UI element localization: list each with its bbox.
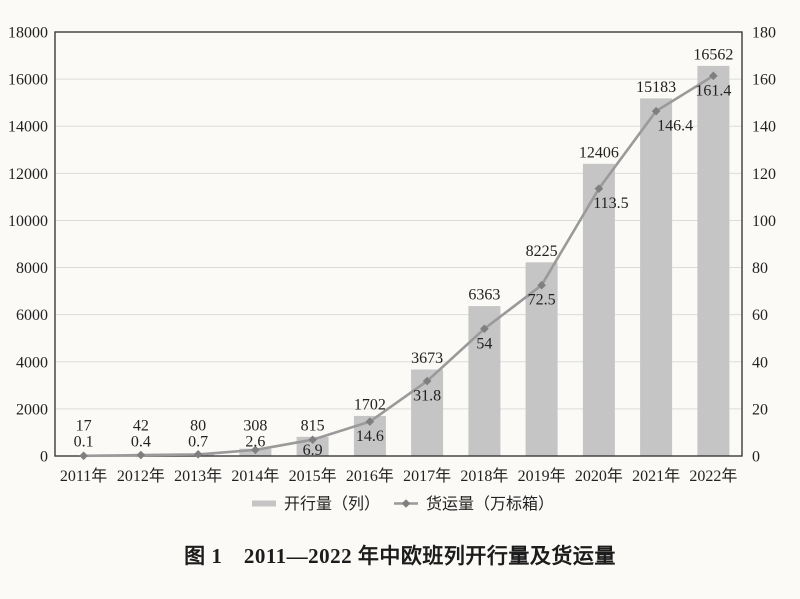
svg-text:42: 42 xyxy=(133,418,149,435)
svg-text:6363: 6363 xyxy=(468,287,500,304)
svg-text:2000: 2000 xyxy=(16,401,48,418)
legend: 开行量（列） 货运量（万标箱） xyxy=(252,495,554,513)
diamond-marker xyxy=(308,435,317,445)
svg-text:146.4: 146.4 xyxy=(657,118,693,135)
bar xyxy=(697,65,730,457)
svg-text:6000: 6000 xyxy=(16,307,48,324)
svg-text:0.4: 0.4 xyxy=(131,434,151,451)
svg-text:10000: 10000 xyxy=(8,213,48,230)
svg-text:100: 100 xyxy=(752,213,776,230)
diamond-marker xyxy=(193,450,203,459)
diamond-marker xyxy=(709,71,718,81)
legend-diamond-marker xyxy=(401,499,411,508)
svg-text:31.8: 31.8 xyxy=(413,388,441,405)
svg-text:72.5: 72.5 xyxy=(528,292,556,309)
line-series xyxy=(83,74,715,458)
legend-bar-label: 开行量（列） xyxy=(284,495,380,513)
bar xyxy=(582,163,615,457)
diamond-marker xyxy=(651,106,661,116)
svg-text:140: 140 xyxy=(752,119,776,136)
left-axis-ticks: 0 2000 4000 6000 8000 10000 12000 14000 16000 180… xyxy=(8,25,48,466)
svg-text:0.1: 0.1 xyxy=(74,434,94,451)
diamond-marker xyxy=(79,451,88,461)
svg-text:2012年: 2012年 xyxy=(117,467,165,485)
svg-text:2.6: 2.6 xyxy=(245,434,265,451)
diamond-marker xyxy=(251,445,260,455)
svg-text:8000: 8000 xyxy=(16,260,48,277)
svg-text:54: 54 xyxy=(476,335,492,352)
svg-text:815: 815 xyxy=(301,417,325,434)
svg-text:160: 160 xyxy=(752,72,776,89)
svg-text:2011年: 2011年 xyxy=(60,467,107,485)
svg-text:2013年: 2013年 xyxy=(174,467,222,485)
bar xyxy=(640,98,673,457)
svg-text:20: 20 xyxy=(752,401,768,418)
svg-text:0: 0 xyxy=(752,449,760,466)
svg-text:80: 80 xyxy=(752,260,768,277)
svg-text:2014年: 2014年 xyxy=(231,467,279,485)
svg-text:180: 180 xyxy=(752,25,776,42)
svg-text:60: 60 xyxy=(752,307,768,324)
svg-text:2016年: 2016年 xyxy=(346,467,394,485)
combo-chart: 17 42 80 308 815 1702 3673 6363 8225 12406 15183 16… xyxy=(8,25,776,514)
plot-border xyxy=(54,31,743,457)
svg-text:12406: 12406 xyxy=(579,144,619,161)
diamond-marker xyxy=(365,417,375,426)
svg-text:14.6: 14.6 xyxy=(356,428,384,445)
diamond-marker xyxy=(537,280,546,290)
svg-text:0.7: 0.7 xyxy=(188,434,208,451)
svg-text:2022年: 2022年 xyxy=(689,467,737,485)
diamond-marker xyxy=(422,376,432,386)
svg-text:2020年: 2020年 xyxy=(575,467,623,485)
svg-text:2018年: 2018年 xyxy=(460,467,508,485)
svg-text:161.4: 161.4 xyxy=(695,82,731,99)
svg-text:14000: 14000 xyxy=(8,119,48,136)
svg-text:8225: 8225 xyxy=(526,243,558,260)
svg-text:15183: 15183 xyxy=(636,79,676,96)
svg-text:12000: 12000 xyxy=(8,166,48,183)
svg-text:308: 308 xyxy=(243,418,267,435)
diamond-marker xyxy=(594,184,604,193)
svg-text:40: 40 xyxy=(752,354,768,371)
svg-text:16562: 16562 xyxy=(693,46,733,63)
diamond-marker xyxy=(480,324,489,334)
svg-text:1702: 1702 xyxy=(354,396,386,413)
svg-text:17: 17 xyxy=(76,418,92,435)
svg-text:113.5: 113.5 xyxy=(593,195,628,212)
svg-text:18000: 18000 xyxy=(8,25,48,42)
svg-text:3673: 3673 xyxy=(411,350,443,367)
figure-caption: 图 1 2011—2022 年中欧班列开行量及货运量 xyxy=(184,544,616,568)
bar-series xyxy=(67,65,730,457)
legend-bar-swatch xyxy=(252,500,276,507)
line-markers xyxy=(79,71,718,461)
svg-text:16000: 16000 xyxy=(8,72,48,89)
svg-text:2021年: 2021年 xyxy=(632,467,680,485)
x-axis-labels: 2011年 2012年 2013年 2014年 2015年 2016年 2017年 2018年… xyxy=(60,467,738,485)
svg-text:2019年: 2019年 xyxy=(518,467,566,485)
svg-text:6.9: 6.9 xyxy=(303,442,323,459)
right-axis-ticks: 0 20 40 60 80 100 120 140 160 180 xyxy=(752,25,776,466)
svg-text:120: 120 xyxy=(752,166,776,183)
line-value-labels: 0.1 0.4 0.7 2.6 6.9 14.6 31.8 54 72.5 113.5 146.4 1… xyxy=(74,82,732,459)
svg-text:80: 80 xyxy=(190,418,206,435)
bar-value-labels: 17 42 80 308 815 1702 3673 6363 8225 12406 15183 16… xyxy=(76,46,734,434)
svg-text:0: 0 xyxy=(40,449,48,466)
legend-line-label: 货运量（万标箱） xyxy=(426,495,554,513)
svg-text:2017年: 2017年 xyxy=(403,467,451,485)
svg-text:4000: 4000 xyxy=(16,354,48,371)
svg-text:2015年: 2015年 xyxy=(289,467,337,485)
diamond-marker xyxy=(136,450,146,460)
